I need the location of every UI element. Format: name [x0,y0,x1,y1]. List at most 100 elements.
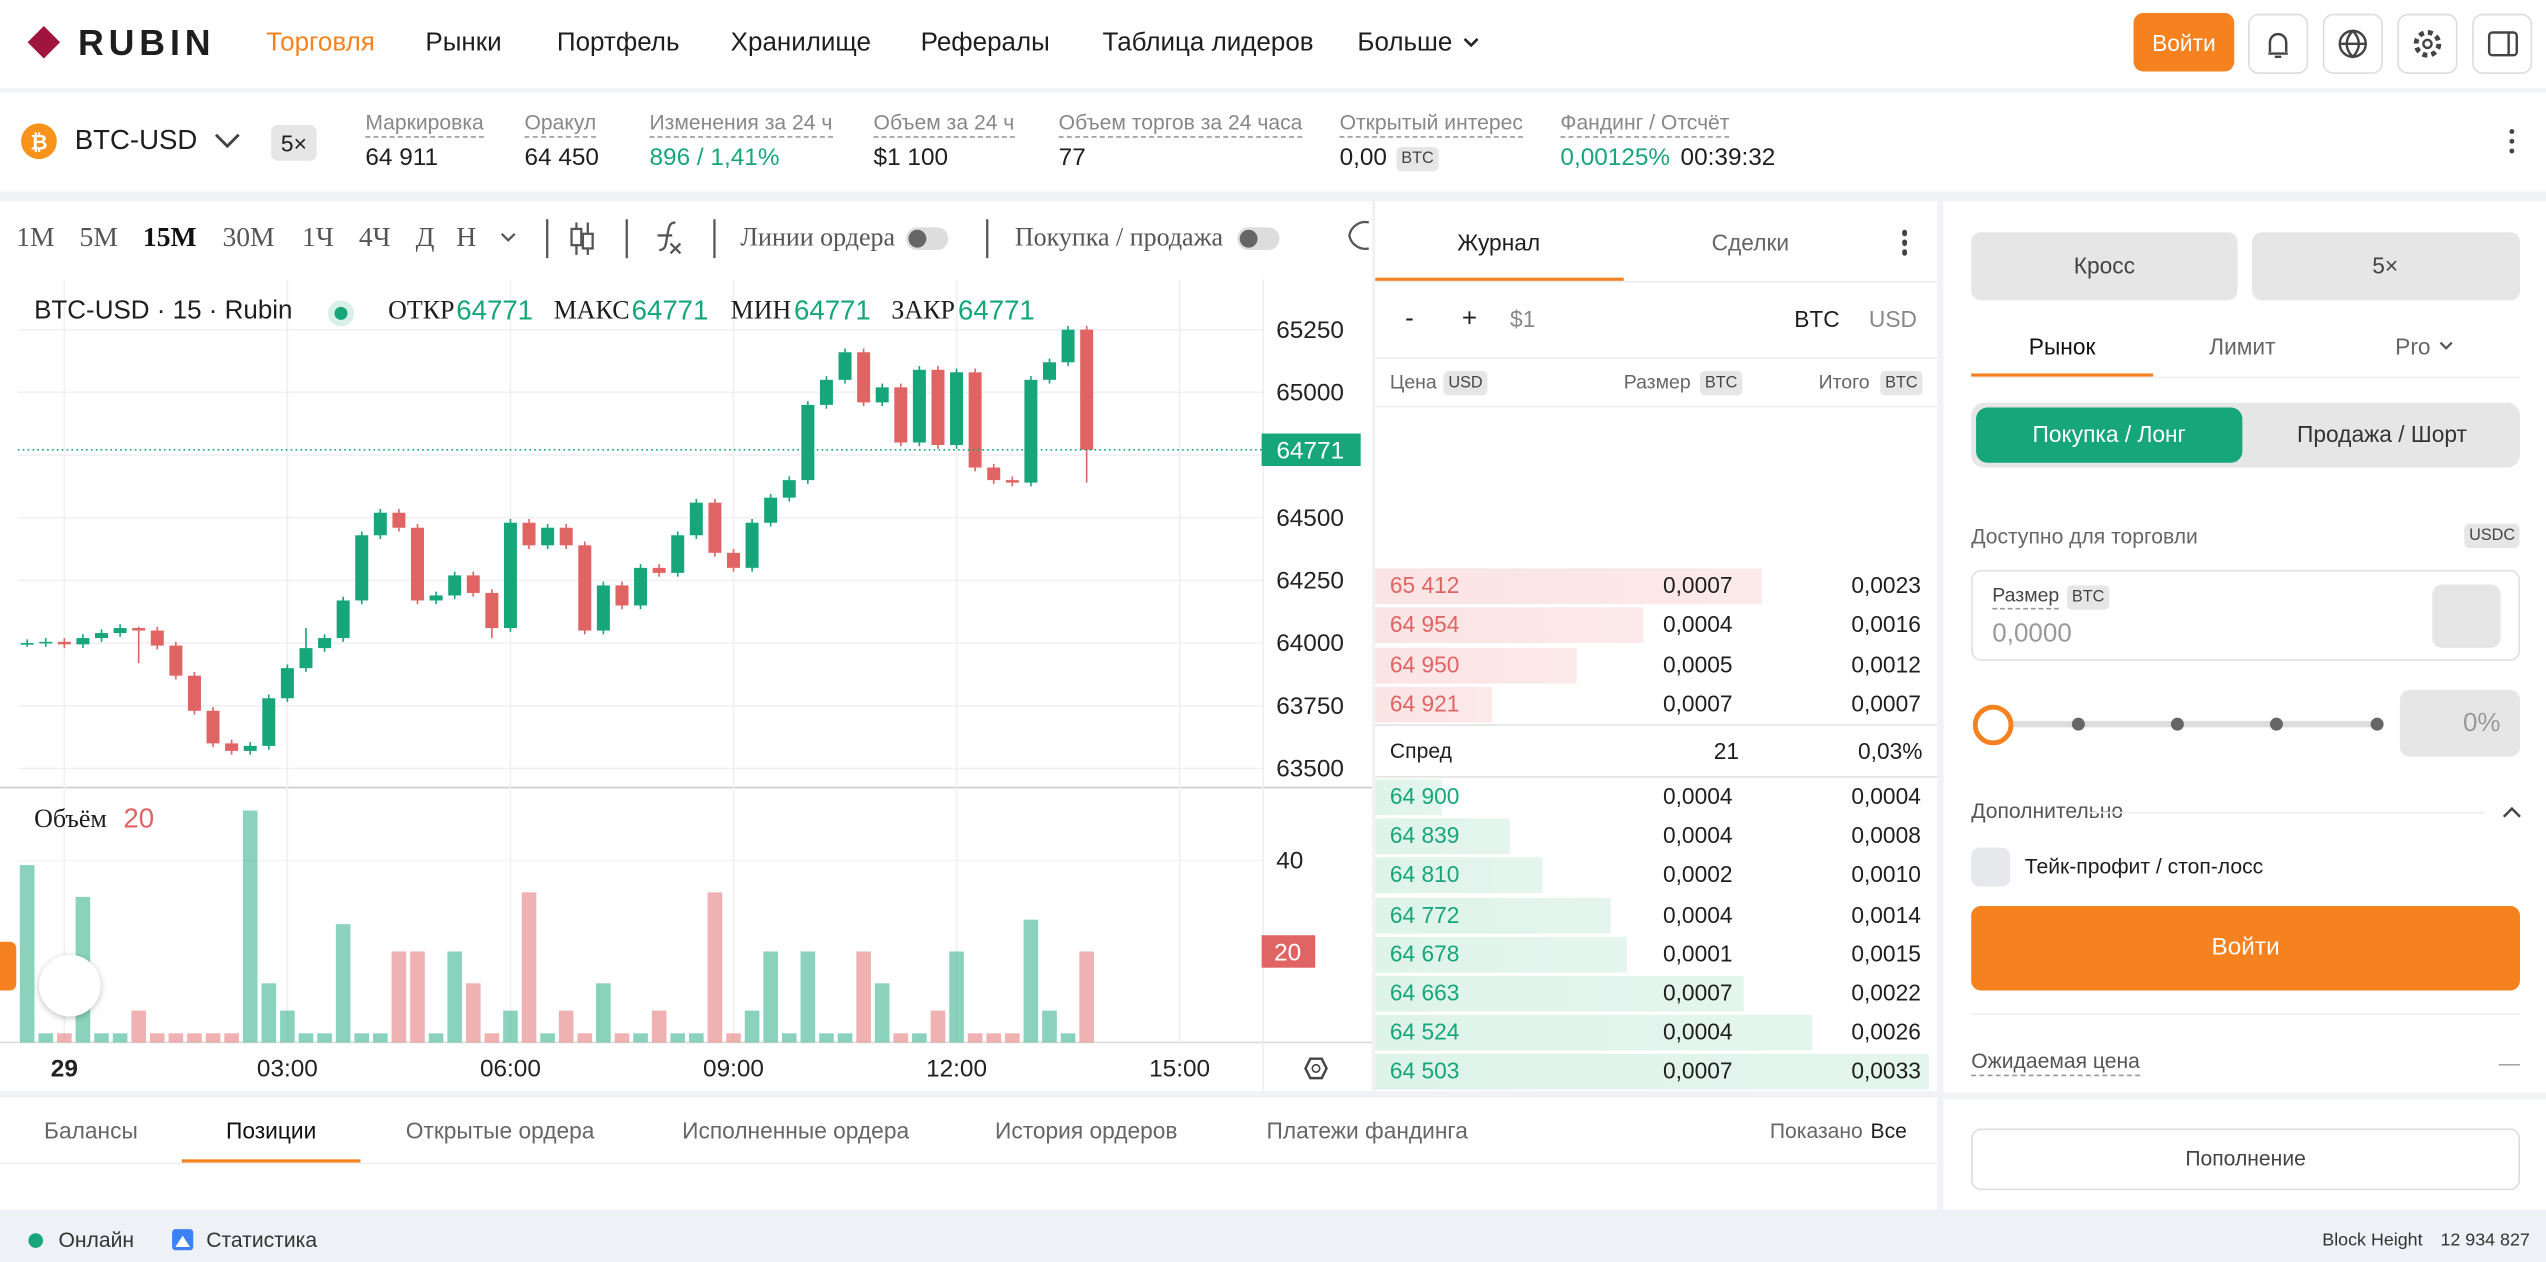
candle-body [318,638,332,649]
ob-price[interactable]: 64 950 [1389,650,1460,677]
ob-price[interactable]: 64 524 [1389,1018,1460,1045]
size-input[interactable] [1971,569,2521,661]
symbol[interactable]: BTC-USD [74,124,198,156]
ob-price[interactable]: 64 921 [1389,690,1460,717]
ob-price[interactable]: 64 954 [1389,611,1460,638]
x-tick-label: 29 [51,1056,78,1083]
slider-knob[interactable] [1972,704,2014,746]
order-type-tab[interactable]: Лимит [2209,333,2276,360]
candle-body [894,387,908,443]
stat-label: Маркировка [365,111,484,139]
ob-tab[interactable]: Сделки [1711,229,1790,256]
order-type-tab[interactable]: Pro [2395,333,2431,360]
volume-bar [410,951,425,1043]
y-tick-label: 64000 [1276,630,1344,657]
ob-size: 0,0004 [1662,1018,1733,1045]
volume-bar [689,1033,704,1043]
ob-total: 0,0026 [1851,1018,1921,1045]
deposit-button[interactable] [1971,1128,2521,1191]
chart-settings[interactable] [1304,1057,1328,1080]
y-tick-label: 63500 [1276,756,1344,783]
positions-tab[interactable]: Позиции [226,1117,317,1144]
nav-item[interactable]: Рефералы [920,29,1050,58]
nav-item[interactable]: Хранилище [730,29,871,58]
menu-dots[interactable] [2509,129,2515,134]
ob-price[interactable]: 64 678 [1389,940,1460,967]
interval[interactable]: Н [456,221,477,253]
ob-price[interactable]: 64 839 [1389,822,1460,849]
login-button[interactable] [2133,12,2235,72]
ob-price[interactable]: 65 412 [1389,572,1460,599]
leverage-button[interactable] [2252,232,2521,301]
positions-tab[interactable]: Открытые ордера [405,1117,595,1144]
side-handle[interactable] [0,941,17,991]
legend-label: МАКС [553,297,630,326]
ob-price[interactable]: 64 772 [1389,900,1460,927]
nav-item[interactable]: Торговля [266,29,375,58]
icon-buttons[interactable] [2248,13,2533,74]
volume-bar [465,983,481,1043]
margin-button[interactable] [1971,232,2238,301]
interval[interactable]: 5M [79,221,118,253]
ob-unit[interactable]: USD [1868,305,1917,332]
candle-body [912,369,926,443]
buy-button[interactable] [1976,407,2243,463]
ob-total: 0,0007 [1851,690,1921,717]
candle-body [857,352,871,403]
volume-bar [781,1033,797,1043]
ob-price[interactable]: 64 503 [1389,1058,1460,1085]
online-dot [28,1233,44,1248]
shown-value[interactable]: Все [1870,1118,1907,1143]
interval[interactable]: 1M [16,221,55,253]
interval[interactable]: 4Ч [358,221,391,253]
ob-price[interactable]: 64 663 [1389,979,1460,1006]
ob-plus[interactable]: + [1461,305,1478,334]
ob-unit[interactable]: BTC [1794,305,1840,332]
interval[interactable]: 1Ч [302,221,334,253]
ob-minus[interactable]: - [1405,305,1414,334]
trade-line [1943,1092,2546,1100]
size-placeholder: 0,0000 [1992,620,2072,649]
interval[interactable]: Д [415,221,435,253]
order-type-tab[interactable]: Рынок [2028,333,2096,360]
ob-size: 0,0005 [1662,650,1733,677]
legend-value: 64771 [631,294,709,326]
volume-bar [633,1033,648,1043]
volume-bar [94,1033,109,1043]
deposit-label: Пополнение [2185,1146,2306,1171]
volume-bar [949,951,964,1043]
sell-label[interactable]: Продажа / Шорт [2297,421,2467,448]
positions-tab[interactable]: Балансы [44,1117,138,1144]
ob-tab[interactable]: Журнал [1457,229,1541,256]
candle-body [1024,379,1038,483]
nav-item[interactable]: Рынки [425,29,502,58]
depth-bar [1375,857,1544,894]
tv-logo [38,954,101,1017]
icon-glyphs [2268,29,2518,59]
ob-total: 0,0012 [1851,650,1921,677]
volume-bar [335,924,351,1043]
candle-body [1061,329,1075,363]
interval[interactable]: 30M [222,221,275,253]
candle-body [782,480,796,498]
depth-bar [1375,975,1745,1012]
nav-item[interactable]: Больше [1357,29,1453,58]
volume-bar [744,1010,760,1043]
positions-tab[interactable]: История ордеров [995,1117,1178,1144]
nav-item[interactable]: Портфель [556,29,680,58]
volume-bar [149,1033,165,1043]
stats-link[interactable]: Статистика [206,1227,318,1252]
toolbar-icons [500,219,1370,259]
interval[interactable]: 15M [142,221,197,253]
ob-price[interactable]: 64 900 [1389,783,1460,810]
ob-price[interactable]: 64 810 [1389,861,1460,888]
nav-item[interactable]: Таблица лидеров [1102,29,1314,58]
tpsl-checkbox[interactable] [1971,847,2011,887]
positions-tab[interactable]: Платежи фандинга [1266,1117,1468,1144]
swap-button[interactable] [2432,584,2501,648]
ob-column-unit: BTC [1880,371,1923,396]
submit-button[interactable] [1971,906,2521,991]
positions-tab[interactable]: Исполненные ордера [682,1117,910,1144]
